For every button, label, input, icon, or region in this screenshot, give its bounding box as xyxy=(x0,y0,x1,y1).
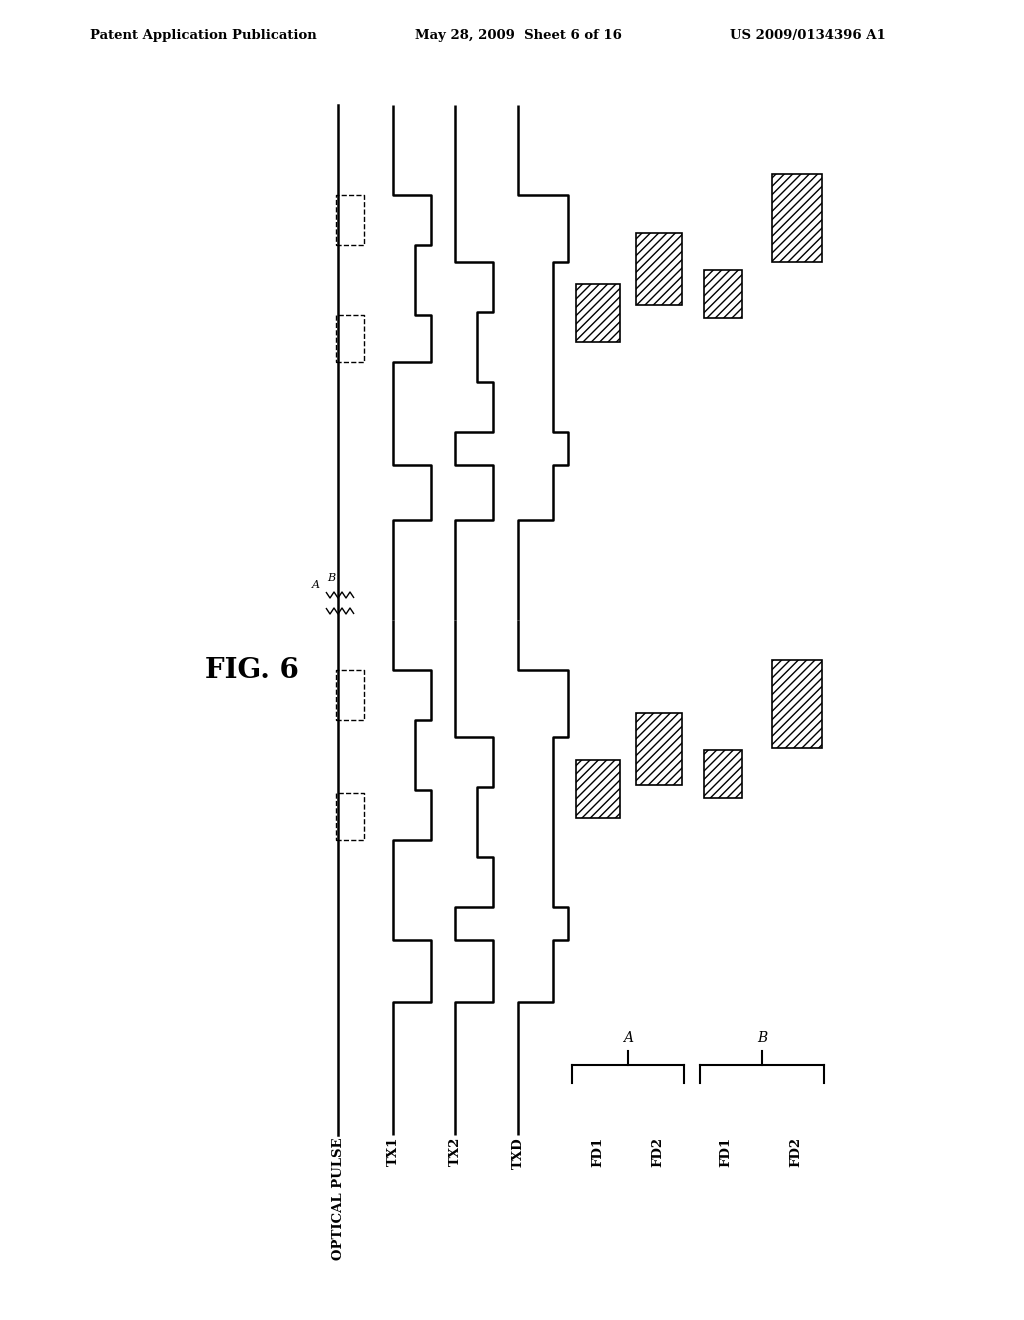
Bar xyxy=(636,234,682,305)
Text: TX1: TX1 xyxy=(386,1137,399,1167)
Bar xyxy=(575,760,620,818)
Text: OPTICAL PULSE: OPTICAL PULSE xyxy=(332,1137,344,1259)
Text: A: A xyxy=(623,1031,633,1045)
Text: B: B xyxy=(757,1031,767,1045)
Bar xyxy=(575,284,620,342)
Text: B: B xyxy=(327,573,335,583)
Text: FD1: FD1 xyxy=(592,1137,604,1167)
Bar xyxy=(636,713,682,785)
Text: Patent Application Publication: Patent Application Publication xyxy=(90,29,316,41)
Bar xyxy=(772,660,822,748)
Text: FIG. 6: FIG. 6 xyxy=(205,656,299,684)
Text: A: A xyxy=(312,579,319,590)
Text: FD2: FD2 xyxy=(651,1137,665,1167)
Text: FD1: FD1 xyxy=(720,1137,732,1167)
Bar xyxy=(705,750,742,799)
Text: TX2: TX2 xyxy=(449,1137,462,1167)
Bar xyxy=(705,271,742,318)
Text: May 28, 2009  Sheet 6 of 16: May 28, 2009 Sheet 6 of 16 xyxy=(415,29,622,41)
Text: FD2: FD2 xyxy=(790,1137,803,1167)
Text: TXD: TXD xyxy=(512,1137,524,1168)
Bar xyxy=(772,174,822,261)
Text: US 2009/0134396 A1: US 2009/0134396 A1 xyxy=(730,29,886,41)
